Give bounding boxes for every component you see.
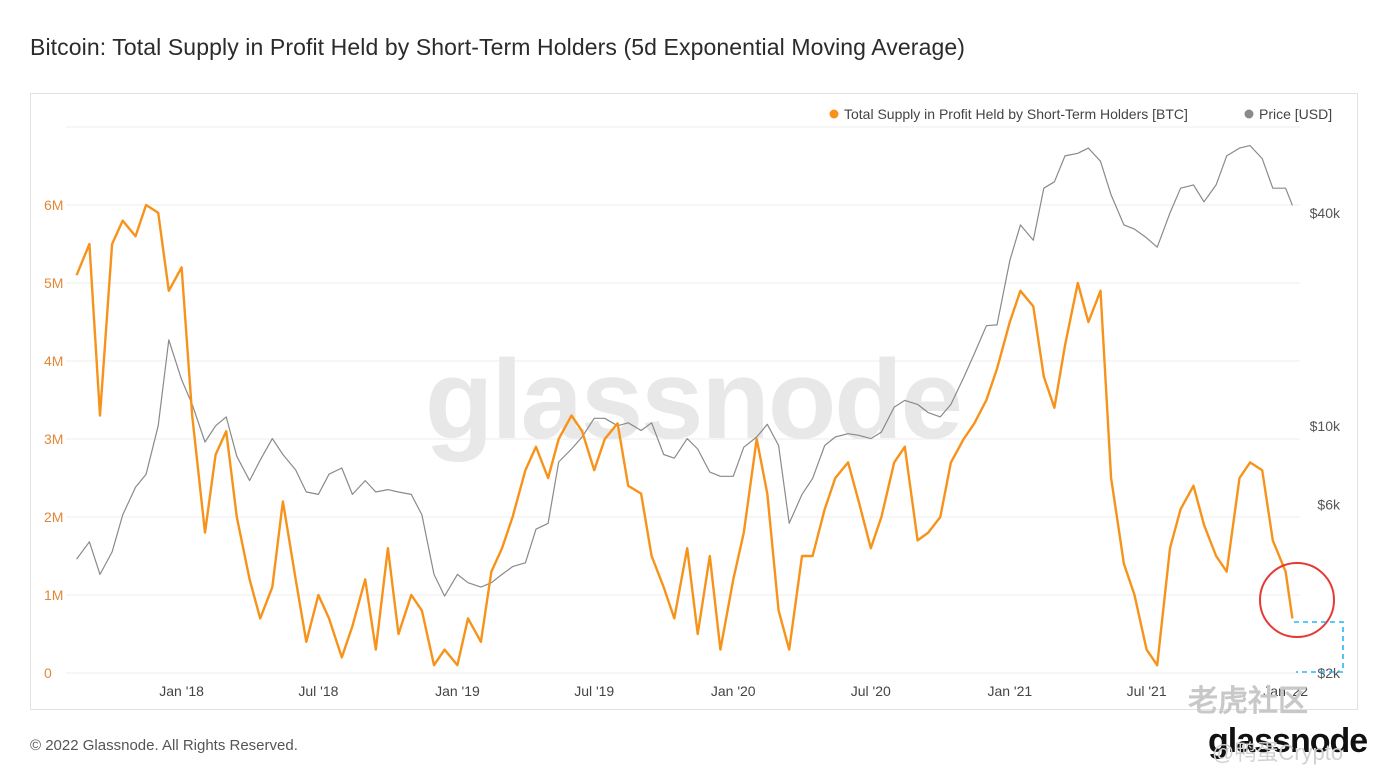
glassnode-logo: glassnode	[1208, 722, 1368, 760]
x-tick-label: Jan '22	[1263, 683, 1308, 699]
y-left-tick-label: 0	[44, 665, 52, 681]
glassnode-watermark: glassnode	[425, 337, 961, 462]
x-tick-label: Jan '21	[987, 683, 1032, 699]
supply-in-profit-line	[75, 203, 1294, 667]
chart-title: Bitcoin: Total Supply in Profit Held by …	[30, 34, 965, 60]
y-left-tick-label: 6M	[44, 197, 63, 213]
y-right-tick-label: $10k	[1310, 418, 1341, 434]
user-handle: @鸭蛋Crypto	[1212, 740, 1344, 765]
y-left-tick-label: 4M	[44, 353, 63, 369]
legend-marker-supply	[829, 109, 839, 119]
x-tick-label: Jan '20	[711, 683, 756, 699]
legend-label-price: Price [USD]	[1259, 106, 1332, 122]
tiger-watermark: 老虎社区	[1188, 685, 1308, 718]
y-left-tick-label: 3M	[44, 431, 63, 447]
y-right-tick-label: $2k	[1317, 665, 1341, 681]
highlight-circle	[1259, 562, 1335, 638]
y-left-tick-label: 2M	[44, 509, 63, 525]
dashed-bracket	[1294, 621, 1344, 673]
x-tick-label: Jul '19	[574, 683, 614, 699]
y-right-tick-label: $40k	[1310, 205, 1341, 221]
y-left-tick-label: 1M	[44, 587, 63, 603]
copyright-footer: © 2022 Glassnode. All Rights Reserved.	[30, 737, 298, 754]
x-tick-label: Jan '19	[435, 683, 480, 699]
legend-label-supply: Total Supply in Profit Held by Short-Ter…	[844, 106, 1188, 122]
x-tick-label: Jul '21	[1127, 683, 1167, 699]
price-usd-line	[76, 145, 1293, 597]
x-tick-label: Jul '20	[851, 683, 891, 699]
x-tick-label: Jan '18	[159, 683, 204, 699]
legend-marker-price	[1244, 109, 1254, 119]
y-right-tick-label: $6k	[1317, 496, 1341, 512]
x-tick-label: Jul '18	[298, 683, 338, 699]
y-left-tick-label: 5M	[44, 275, 63, 291]
